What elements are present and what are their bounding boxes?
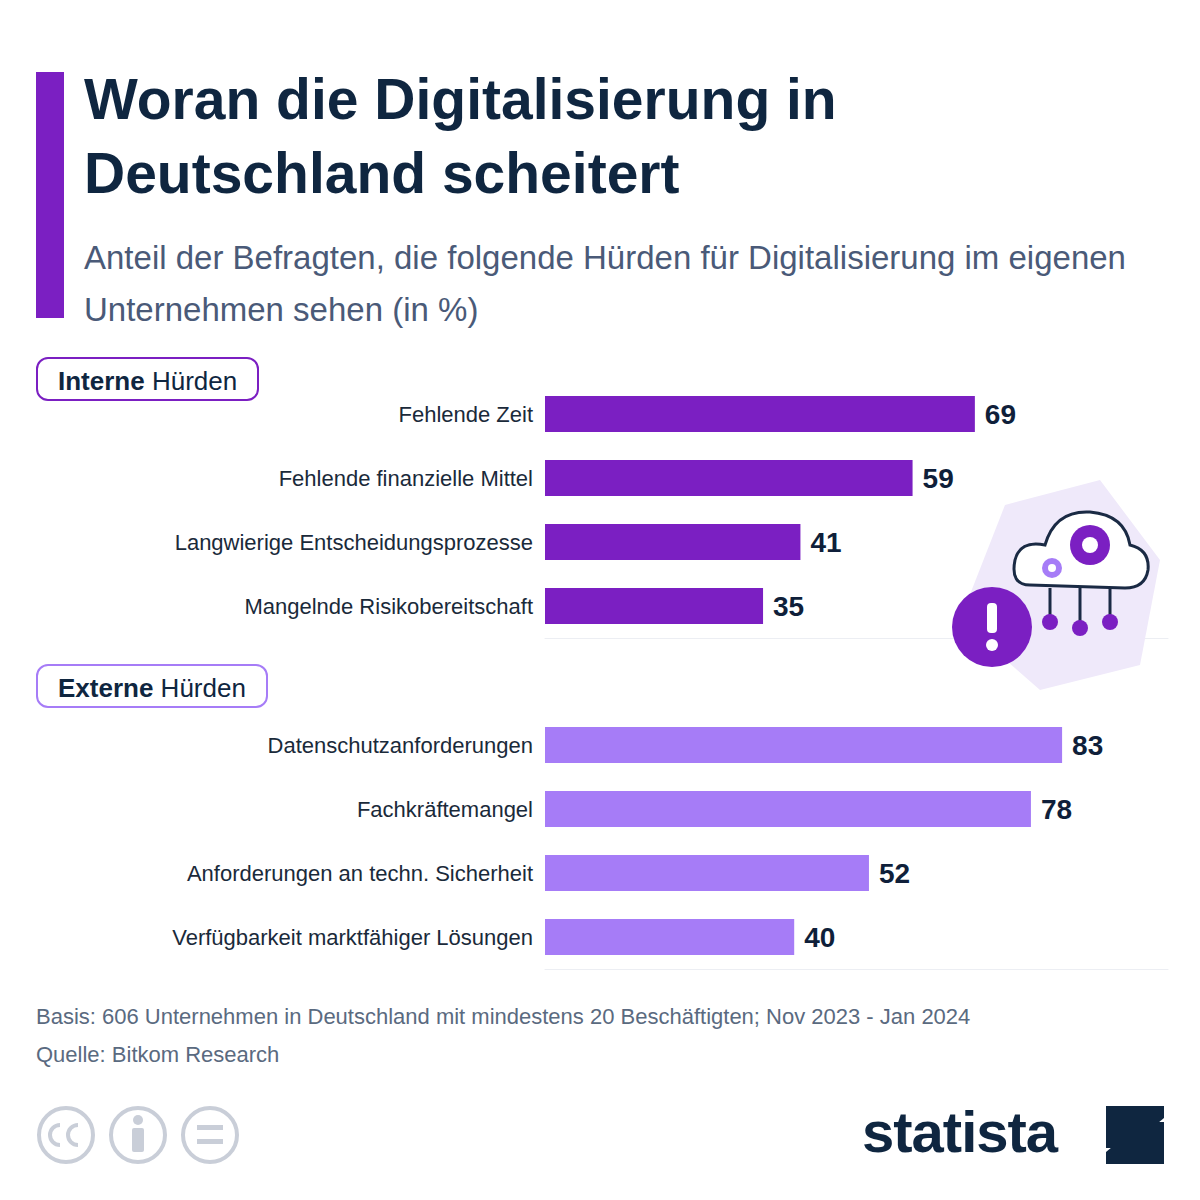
svg-text:52: 52 (879, 858, 910, 889)
svg-text:59: 59 (923, 463, 954, 494)
svg-text:Verfügbarkeit marktfähiger Lös: Verfügbarkeit marktfähiger Lösungen (172, 925, 533, 950)
svg-text:Mangelnde Risikobereitschaft: Mangelnde Risikobereitschaft (244, 594, 533, 619)
html-text:Anteil der Befragten, die folg: Anteil der Befragten, die folgende Hürde… (84, 239, 1126, 328)
svg-text:41: 41 (810, 527, 841, 558)
svg-text:35: 35 (773, 591, 804, 622)
svg-text:40: 40 (804, 922, 835, 953)
html-text:Interne Hürden: Interne Hürden (58, 366, 238, 396)
svg-text:Datenschutzanforderungen: Datenschutzanforderungen (268, 733, 533, 758)
html-text:Externe Hürden: Externe Hürden (58, 673, 246, 703)
html-text:Woran die Digitalisierung in D: Woran die Digitalisierung in Deutschland… (84, 67, 837, 205)
svg-text:Langwierige Entscheidungsproze: Langwierige Entscheidungsprozesse (175, 530, 533, 555)
html-text:Basis: 606 Unternehmen in Deut: Basis: 606 Unternehmen in Deutschland mi… (36, 1004, 971, 1029)
svg-text:83: 83 (1072, 730, 1103, 761)
svg-text:69: 69 (985, 399, 1016, 430)
html-text:Quelle: Bitkom Research: Quelle: Bitkom Research (36, 1042, 280, 1067)
svg-text:Fachkräftemangel: Fachkräftemangel (357, 797, 533, 822)
svg-text:Anforderungen an techn. Sicher: Anforderungen an techn. Sicherheit (187, 861, 533, 886)
svg-text:Fehlende Zeit: Fehlende Zeit (398, 402, 533, 427)
svg-text:78: 78 (1041, 794, 1072, 825)
html-text:statista: statista (862, 1099, 1058, 1164)
svg-text:Fehlende finanzielle Mittel: Fehlende finanzielle Mittel (279, 466, 533, 491)
